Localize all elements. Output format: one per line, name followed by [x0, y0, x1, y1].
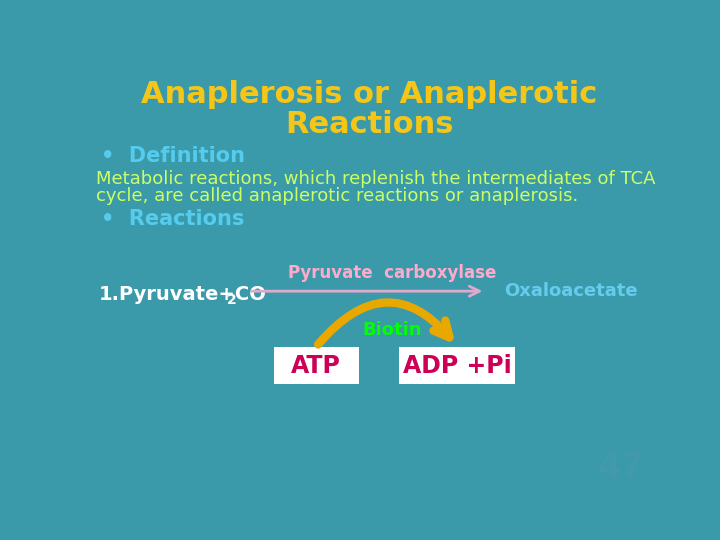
- Text: •  Definition: • Definition: [101, 146, 245, 166]
- Text: Reactions: Reactions: [284, 110, 454, 139]
- FancyBboxPatch shape: [274, 347, 359, 384]
- Text: 2: 2: [228, 293, 237, 307]
- Text: Oxaloacetate: Oxaloacetate: [504, 282, 637, 300]
- Text: ADP +Pi: ADP +Pi: [403, 354, 512, 378]
- Text: Pyruvate  carboxylase: Pyruvate carboxylase: [288, 264, 496, 282]
- Text: 1.Pyruvate+CO: 1.Pyruvate+CO: [99, 285, 267, 304]
- Text: Metabolic reactions, which replenish the intermediates of TCA: Metabolic reactions, which replenish the…: [96, 170, 656, 188]
- Text: ATP: ATP: [292, 354, 341, 378]
- Text: Biotin: Biotin: [362, 321, 422, 340]
- Text: 47: 47: [598, 451, 644, 484]
- FancyArrowPatch shape: [318, 302, 449, 345]
- Text: Anaplerosis or Anaplerotic: Anaplerosis or Anaplerotic: [141, 79, 597, 109]
- FancyBboxPatch shape: [399, 347, 516, 384]
- Text: cycle, are called anaplerotic reactions or anaplerosis.: cycle, are called anaplerotic reactions …: [96, 187, 578, 205]
- Text: •  Reactions: • Reactions: [101, 209, 244, 229]
